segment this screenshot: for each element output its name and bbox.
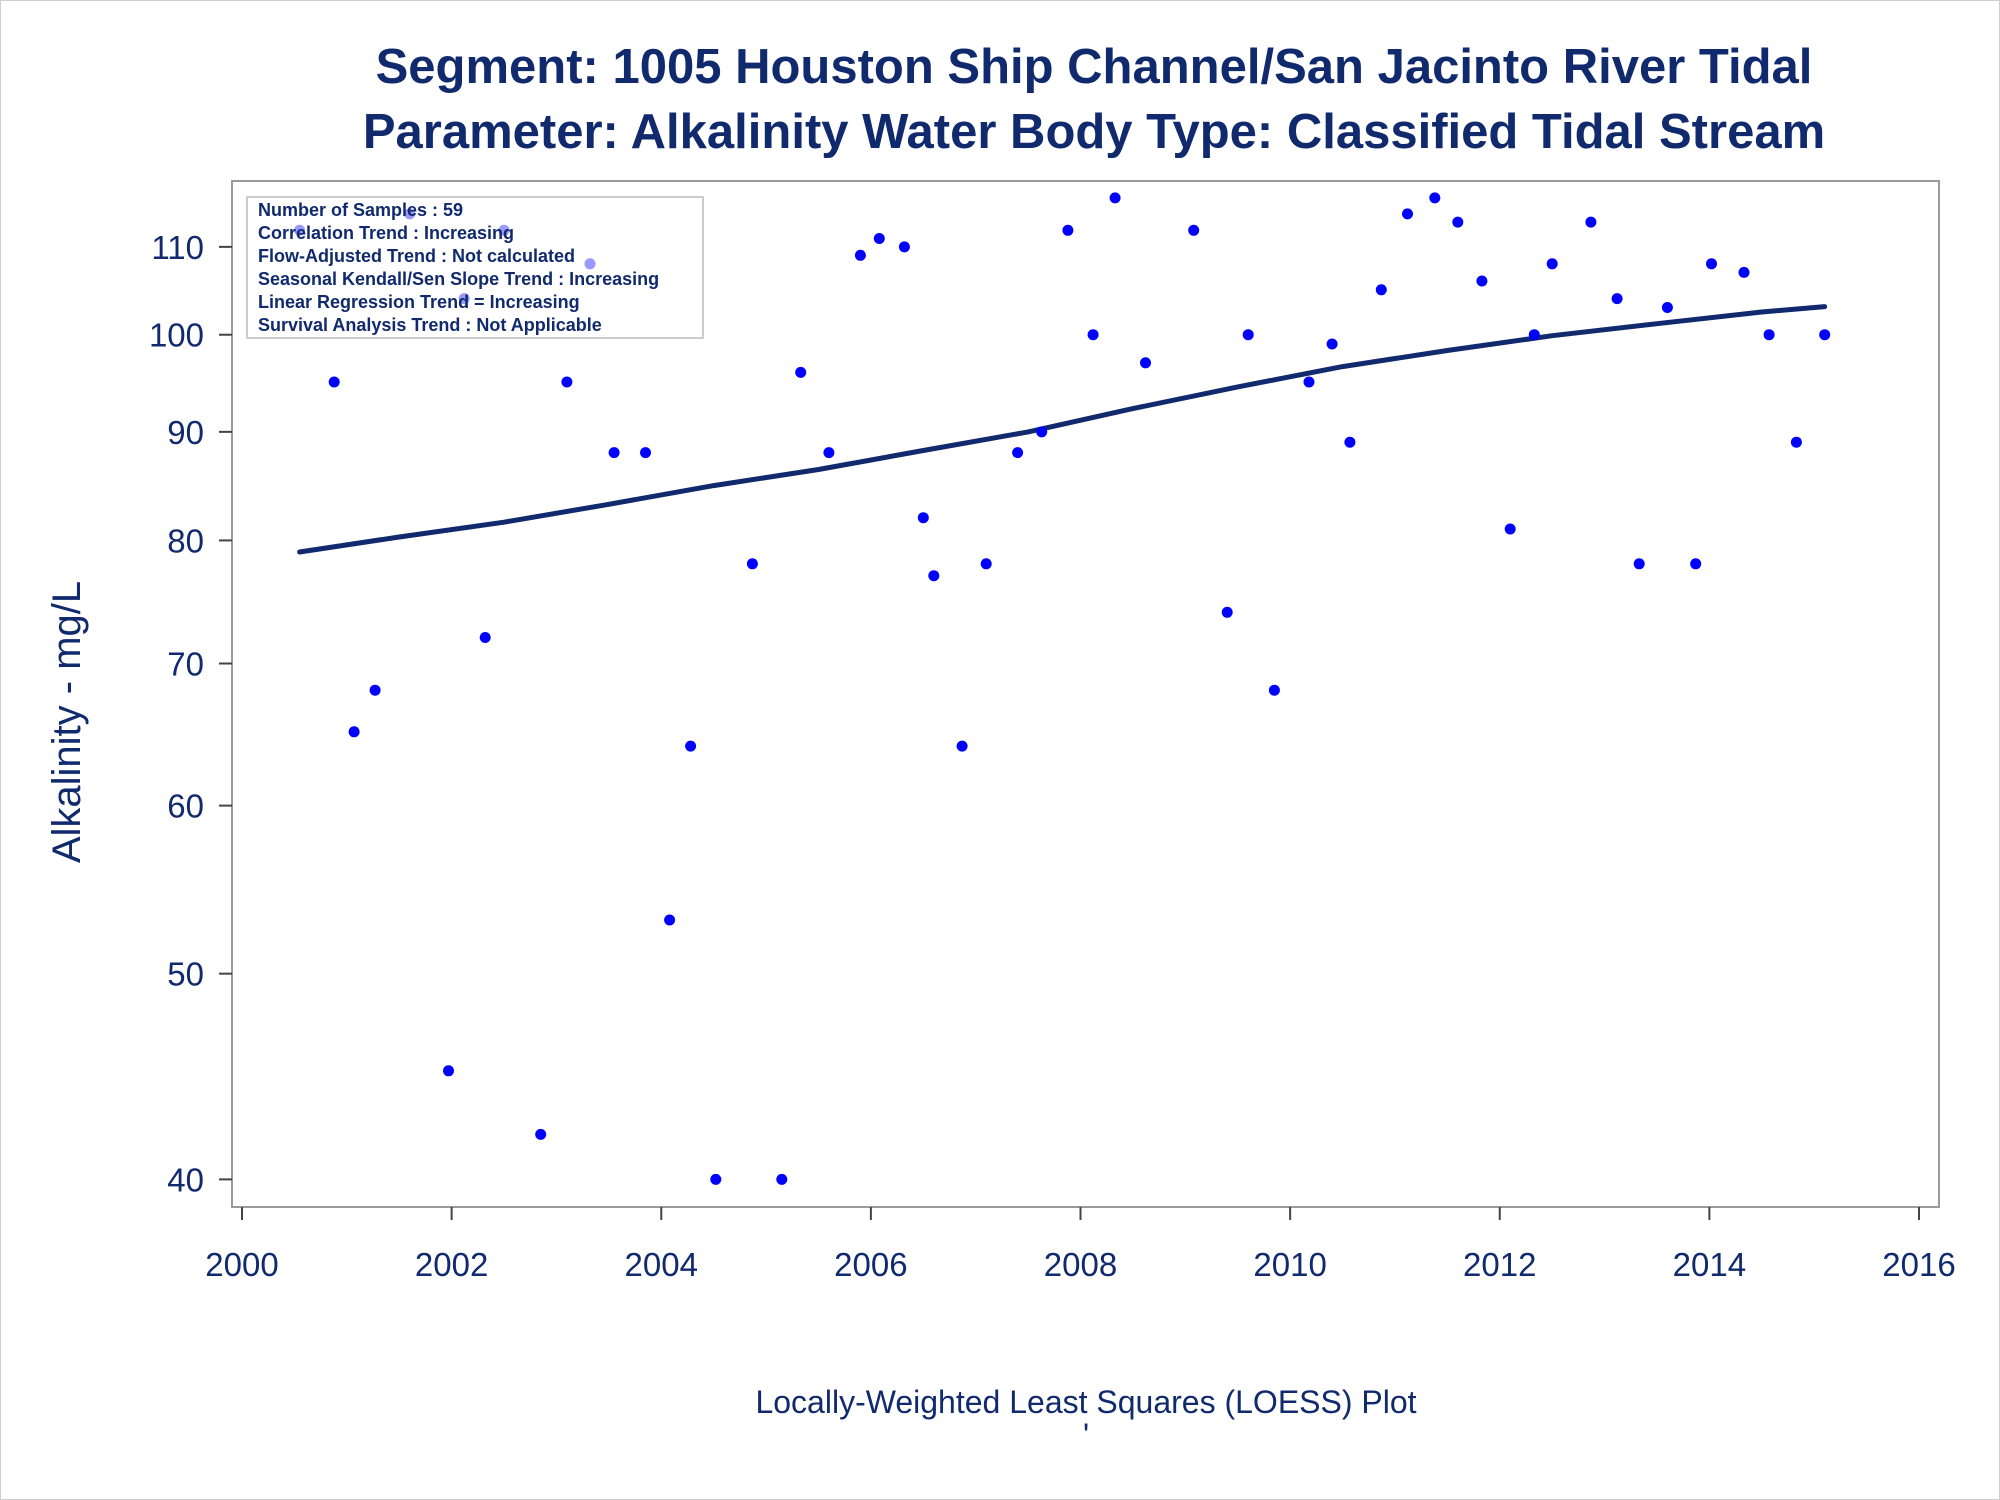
x-tick-label: 2002 [415, 1246, 488, 1283]
data-point [917, 512, 929, 524]
data-point [1738, 266, 1750, 278]
data-point [1763, 329, 1775, 341]
x-axis-label: Locally-Weighted Least Squares (LOESS) P… [755, 1384, 1416, 1420]
y-tick-label: 90 [167, 414, 204, 451]
data-point [1402, 208, 1413, 220]
y-tick-label: 70 [167, 646, 204, 683]
data-point [776, 1173, 788, 1185]
data-point [1790, 436, 1802, 448]
data-point [1109, 192, 1121, 204]
x-tick-label: 2008 [1044, 1246, 1117, 1283]
data-point [1706, 258, 1717, 270]
data-point [1585, 216, 1597, 228]
data-point [685, 740, 697, 752]
data-point [1303, 376, 1315, 388]
data-point [1546, 258, 1558, 270]
y-tick-label: 50 [167, 956, 204, 993]
stats-line: Seasonal Kendall/Sen Slope Trend : Incre… [258, 269, 659, 289]
plot-area [231, 180, 1940, 1208]
chart-title: Segment: 1005 Houston Ship Channel/San J… [376, 40, 1813, 94]
data-point [1012, 447, 1024, 459]
y-axis-label: Alkalinity - mg/L [45, 581, 89, 863]
data-point [1661, 302, 1673, 313]
x-tick-label: 2000 [205, 1246, 278, 1283]
data-point [1690, 558, 1702, 570]
data-point [898, 241, 910, 253]
y-tick-label: 60 [167, 788, 204, 825]
x-tick-label: 2016 [1882, 1246, 1955, 1283]
data-point [795, 366, 807, 378]
x-axis: 2000 2002 2004 2006 2008 2010 2012 2014 2016 [205, 1207, 1956, 1283]
data-point [1036, 426, 1048, 438]
data-point [1140, 357, 1151, 369]
footnote: ' [1083, 1417, 1089, 1453]
data-point [823, 447, 835, 459]
data-point [640, 447, 651, 459]
data-point [1476, 275, 1488, 287]
series-layer [294, 192, 1831, 1185]
x-tick-label: 2012 [1463, 1246, 1536, 1283]
y-tick-label: 40 [167, 1161, 204, 1198]
data-point [1062, 224, 1074, 236]
data-point [1242, 329, 1254, 341]
y-tick-label: 80 [167, 522, 204, 559]
y-tick-label: 110 [151, 229, 204, 266]
y-tick-label: 100 [149, 317, 204, 354]
stats-box: Number of Samples : 59 Correlation Trend… [246, 196, 704, 339]
data-point [1819, 329, 1831, 341]
data-point [928, 570, 940, 582]
data-point [956, 740, 968, 752]
data-point [535, 1128, 547, 1140]
data-point [1188, 224, 1200, 236]
stats-line: Number of Samples : 59 [258, 200, 463, 220]
data-point [854, 249, 866, 261]
stats-line: Linear Regression Trend = Increasing [258, 292, 580, 312]
data-point [1326, 338, 1338, 350]
data-point [348, 726, 360, 738]
data-point [328, 376, 340, 388]
data-point [1375, 284, 1387, 296]
data-point [873, 233, 885, 244]
data-point [561, 376, 573, 388]
data-point [1528, 329, 1540, 341]
data-point [664, 914, 676, 926]
chart-subtitle: Parameter: Alkalinity Water Body Type: C… [363, 105, 1825, 159]
x-tick-label: 2010 [1253, 1246, 1326, 1283]
x-tick-label: 2006 [834, 1246, 907, 1283]
data-point [1452, 216, 1464, 228]
data-point [479, 632, 491, 643]
stats-line: Flow-Adjusted Trend : Not calculated [258, 246, 575, 266]
data-point [1633, 558, 1645, 570]
data-point [710, 1173, 722, 1185]
x-tick-label: 2004 [625, 1246, 698, 1283]
data-point [1087, 329, 1099, 341]
data-point [1611, 293, 1623, 305]
data-point [1504, 523, 1516, 535]
data-point [608, 447, 620, 459]
data-point [443, 1065, 454, 1077]
y-axis: 40 50 60 70 80 90 100 110 [149, 229, 232, 1198]
data-point [1268, 684, 1280, 696]
x-tick-label: 2014 [1673, 1246, 1746, 1283]
data-point [746, 558, 758, 570]
data-point [1429, 192, 1441, 204]
data-point [1344, 436, 1356, 448]
data-point [369, 684, 381, 696]
stats-line: Correlation Trend : Increasing [258, 223, 514, 243]
data-point [1221, 606, 1233, 618]
loess-trend-line [297, 304, 1828, 555]
stats-box-frame [246, 196, 704, 339]
data-point [980, 558, 992, 570]
stats-line: Survival Analysis Trend : Not Applicable [258, 315, 602, 335]
